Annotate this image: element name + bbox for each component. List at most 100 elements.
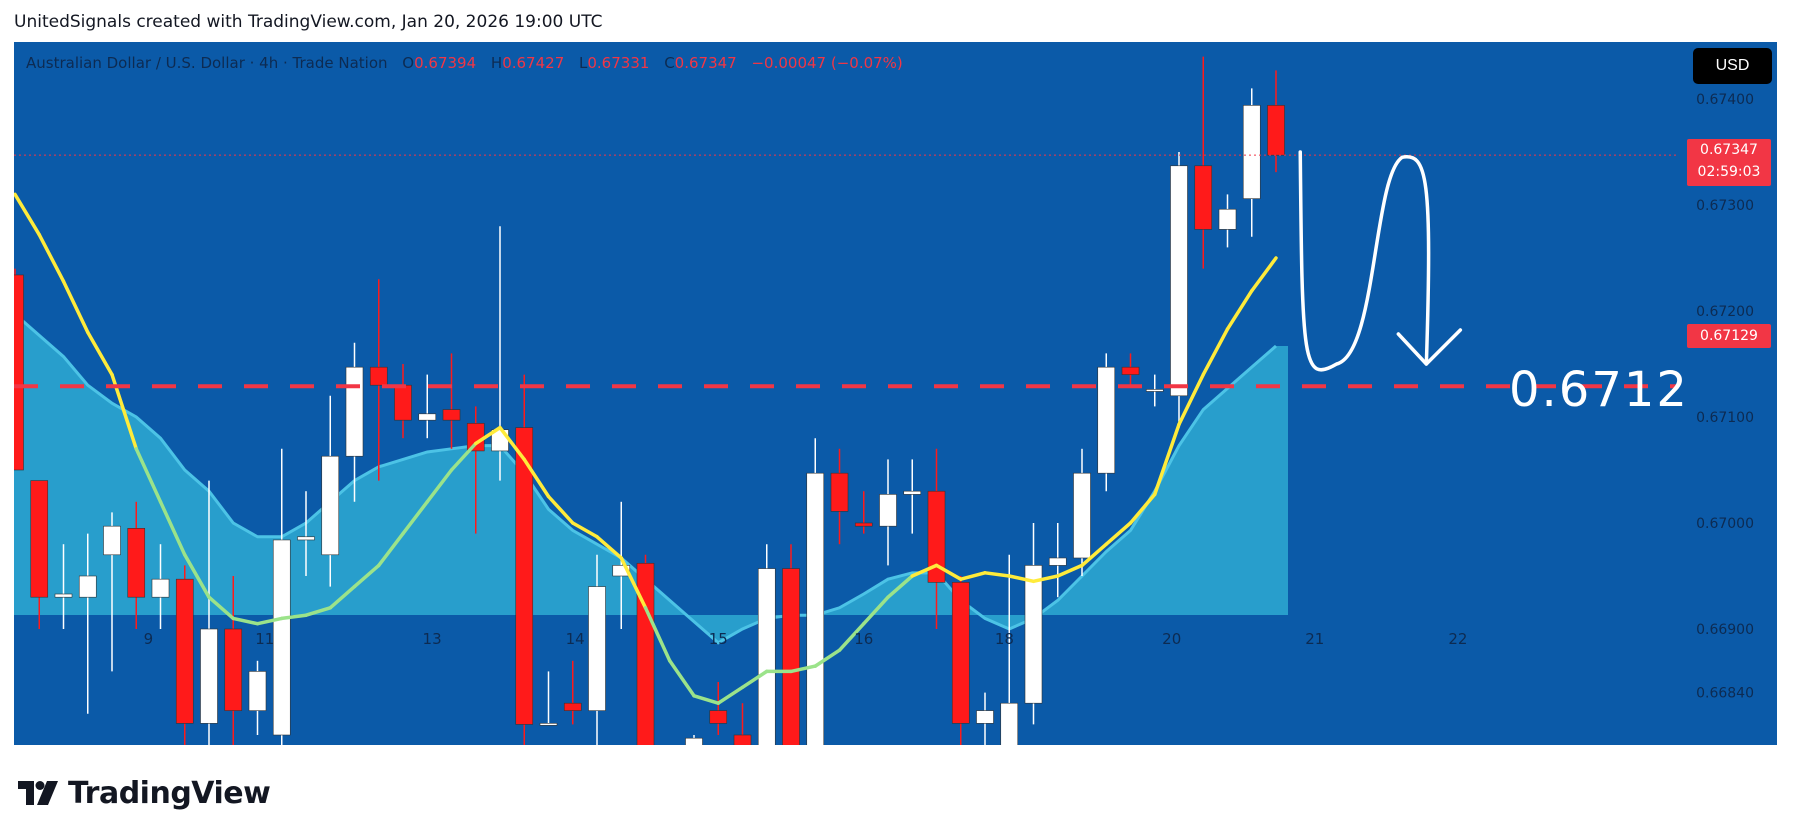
candle-body	[418, 413, 437, 421]
x-tick-label: 22	[1448, 630, 1467, 648]
candle-body	[976, 710, 994, 724]
ma-fast-segment	[61, 279, 90, 334]
y-tick-label: 0.67100	[1696, 410, 1754, 426]
ma-fast-segment	[813, 648, 842, 668]
ma-fast-segment	[546, 494, 575, 525]
ma-fast-segment	[716, 685, 745, 705]
ma-fast-segment	[886, 574, 914, 599]
symbol-name: Australian Dollar / U.S. Dollar · 4h · T…	[26, 54, 388, 72]
ma-fast-segment	[1056, 563, 1084, 578]
ma-fast-segment	[1080, 542, 1108, 568]
y-tick-label: 0.67200	[1696, 304, 1754, 320]
ma-fast-segment	[86, 330, 114, 377]
ma-fast-segment	[910, 563, 939, 578]
y-tick-label: 0.67000	[1696, 516, 1754, 532]
candle-body	[782, 568, 800, 745]
y-tick-label: 0.66900	[1696, 622, 1754, 638]
ma-fast-segment	[1177, 372, 1205, 427]
ma-fast-segment	[280, 613, 308, 621]
ma-fast-segment	[401, 500, 429, 536]
y-tick-label: 0.67300	[1696, 198, 1754, 214]
ma-fast-segment	[862, 595, 890, 626]
x-tick-label: 11	[255, 630, 274, 648]
y-tick-label: 0.66840	[1696, 686, 1754, 702]
candle-body	[539, 723, 558, 726]
candle-body	[1000, 702, 1019, 745]
candle-body	[297, 536, 315, 541]
candle-body	[127, 527, 146, 598]
candle-body	[1194, 165, 1213, 230]
chart-panel[interactable]: 89111314151618202122 0.674000.673000.672…	[14, 42, 1777, 745]
ma-fast-segment	[377, 531, 405, 568]
ma-fast-segment	[837, 621, 866, 652]
candle-body	[78, 575, 97, 598]
candle-body	[733, 734, 752, 745]
x-tick-label: 13	[423, 630, 442, 648]
x-tick-label: 9	[144, 630, 154, 648]
x-tick-label: 15	[709, 630, 728, 648]
ma-fast-segment	[1031, 574, 1060, 584]
candlestick-chart[interactable]: 89111314151618202122 0.674000.673000.672…	[14, 42, 1777, 745]
candle-body	[1242, 105, 1261, 199]
candle-body	[806, 472, 825, 745]
candle-body	[588, 586, 606, 711]
ma-fast-segment	[134, 447, 163, 504]
ma-fast-segment	[789, 664, 817, 674]
ma-fast-segment	[498, 425, 526, 462]
candle-body	[224, 628, 243, 711]
projection-arrowhead	[1396, 328, 1463, 366]
change-value: −0.00047 (−0.07%)	[751, 54, 903, 72]
ma-fast-segment	[304, 606, 332, 617]
candle-body	[30, 480, 49, 598]
candle-body	[103, 525, 121, 556]
candle-body	[830, 472, 849, 512]
ma-fast-segment	[158, 500, 187, 557]
ma-fast-segment	[1201, 327, 1230, 377]
candle-body	[394, 384, 412, 421]
candle-body	[903, 490, 922, 495]
candle-body	[369, 366, 388, 386]
open-label: O	[402, 54, 415, 72]
candle-body	[1145, 389, 1164, 392]
tradingview-logo-icon	[18, 781, 58, 805]
candle-body	[927, 490, 946, 583]
ma-fast-segment	[449, 441, 478, 472]
candle-body	[175, 578, 194, 724]
ma-fast-segment	[207, 595, 235, 621]
chart-header-title: UnitedSignals created with TradingView.c…	[14, 12, 603, 32]
candle-body	[685, 737, 703, 745]
ma-fast-segment	[425, 468, 454, 504]
tradingview-logo-text: TradingView	[68, 775, 271, 811]
ma-fast-segment	[619, 556, 648, 610]
level-price-tag: 0.67129	[1687, 324, 1771, 348]
ma-fast-segment	[1225, 289, 1254, 331]
candle-body	[54, 593, 73, 598]
candle-body	[854, 522, 873, 527]
candle-body	[709, 710, 728, 724]
currency-button[interactable]: USD	[1693, 48, 1772, 84]
close-value: 0.67347	[674, 54, 737, 72]
candle-body	[612, 565, 631, 577]
bar-countdown: 02:59:03	[1697, 164, 1761, 180]
ma-fast-segment	[571, 521, 599, 539]
candle-body	[1267, 105, 1285, 156]
ma-fast-segment	[255, 616, 284, 626]
tradingview-logo[interactable]: TradingView	[18, 775, 271, 811]
candle-body	[272, 539, 291, 736]
symbol-legend: Australian Dollar / U.S. Dollar · 4h · T…	[26, 54, 903, 72]
x-tick-label: 16	[854, 630, 873, 648]
x-tick-label: 18	[995, 630, 1014, 648]
ma-fast-segment	[595, 535, 623, 560]
x-tick-label: 21	[1305, 630, 1324, 648]
candle-body	[1048, 557, 1067, 566]
candle-body	[151, 578, 170, 598]
low-value: 0.67331	[587, 54, 650, 72]
candle-body	[1170, 165, 1188, 397]
ma-fast-segment	[668, 659, 696, 698]
candle-body	[466, 423, 485, 452]
ma-fast-segment	[959, 571, 987, 581]
open-value: 0.67394	[414, 54, 477, 72]
current-price-tag: 0.67347 02:59:03	[1687, 139, 1771, 186]
low-label: L	[579, 54, 588, 72]
ma-fast-segment	[643, 606, 672, 663]
